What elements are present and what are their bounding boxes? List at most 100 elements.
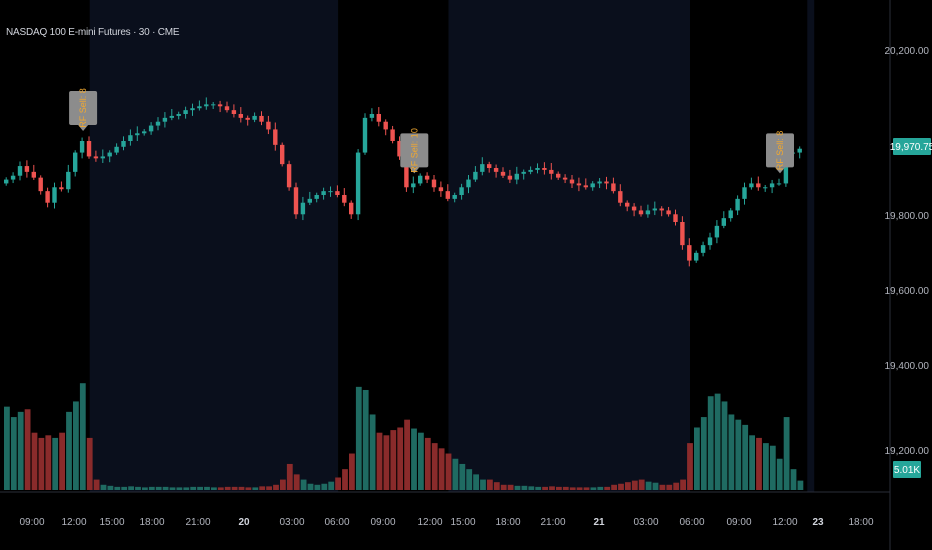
candle-body [528,169,533,172]
volume-bar [342,469,348,490]
volume-bar [514,485,521,490]
candle-body [10,175,16,180]
candle-body [700,245,706,253]
volume-bar [797,480,804,490]
volume-bar [100,484,107,490]
volume-bar [535,486,542,490]
candle-body [618,191,623,203]
time-tick-label: 09:00 [726,517,751,528]
candle-body [128,135,133,141]
candle-body [259,115,264,122]
time-tick-label: 09:00 [370,517,395,528]
volume-bar [583,487,590,490]
volume-bar [148,486,155,490]
candle-body [556,173,561,178]
volume-bar [197,486,203,490]
volume-bar [286,463,293,490]
candle-body [362,117,368,153]
volume-bar [707,396,714,490]
volume-bar [355,386,362,490]
time-tick-label: 09:00 [19,517,44,528]
time-axis[interactable]: 09:00 12:00 15:00 18:00 21:00 20 03:00 06:00 09:… [19,517,873,528]
candle-body [521,171,526,174]
price-tick-label: 19,200.00 [885,446,930,457]
volume-bar [328,481,335,490]
candle-body [411,183,416,188]
time-tick-label: 15:00 [450,517,475,528]
volume-bar [245,487,252,490]
candle-body [59,187,64,190]
candle-body [500,171,506,176]
volume-bar [652,482,659,490]
candle-body [542,168,547,170]
sell-signal-flag[interactable]: RF Sell: 10 [400,128,429,174]
candle-body [680,222,685,246]
candle-body [694,252,699,261]
candle-body [321,191,326,195]
volume-bar [756,437,762,490]
volume-bar [335,477,341,490]
candle-body [211,104,216,106]
flag-label: RF Sell: 8 [78,88,88,128]
volume-bar [390,430,397,490]
volume-bar [4,406,10,490]
volume-bar [459,463,466,490]
volume-bar [66,411,72,490]
candle-body [335,191,340,195]
candle-body [631,206,637,211]
candle-body [569,179,575,184]
volume-bar [749,435,755,490]
price-series [4,97,802,267]
candle-body [231,110,237,114]
volume-badge: 5.01K [893,461,921,478]
volume-bar [694,427,700,490]
time-tick-label: 06:00 [679,517,704,528]
candle-body [418,175,423,184]
time-tick-label: 18:00 [495,517,520,528]
candle-body [480,164,485,172]
volume-bar [238,486,245,490]
candle-body [197,106,202,109]
candle-body [86,141,92,157]
candle-body [535,168,540,170]
candle-body [756,183,761,188]
candle-body [369,114,375,118]
candle-body [238,114,243,118]
volume-bar [645,481,652,490]
price-axis[interactable]: 20,200.00 19,800.00 19,600.00 19,400.00 19,2… [885,46,930,457]
candle-body [376,114,381,122]
sell-signal-flag[interactable]: RF Sell: 8 [69,88,98,131]
volume-bar [86,437,93,490]
volume-bar [155,486,162,490]
candle-body [466,179,471,188]
candle-body [217,104,223,107]
volume-bar [300,479,307,490]
candle-body [783,152,789,184]
last-price-badge: 19,970.75 [890,138,932,155]
symbol-title[interactable]: NASDAQ 100 E-mini Futures · 30 · CME [6,27,180,38]
candle-body [66,171,71,190]
volume-bar [714,393,721,490]
candle-body [155,121,161,126]
volume-bar [721,401,728,490]
sell-signal-flag[interactable]: RF Sell: 8 [766,131,794,174]
candle-body [576,183,582,186]
volume-bar [190,486,197,490]
candle-body [583,185,588,188]
volume-bar [604,486,611,490]
volume-bar [418,432,424,490]
volume-bar [493,482,500,490]
candle-body [735,198,740,211]
candle-body [452,195,457,199]
volume-bar [266,486,272,490]
volume-bar [376,432,383,490]
candle-body [424,175,430,180]
time-tick-label: 12:00 [61,517,86,528]
volume-bar [10,417,17,490]
volume-bar [59,432,65,490]
volume-bar [735,419,742,490]
volume-bar [783,417,790,490]
candle-body [135,133,140,136]
volume-bar [790,469,797,490]
